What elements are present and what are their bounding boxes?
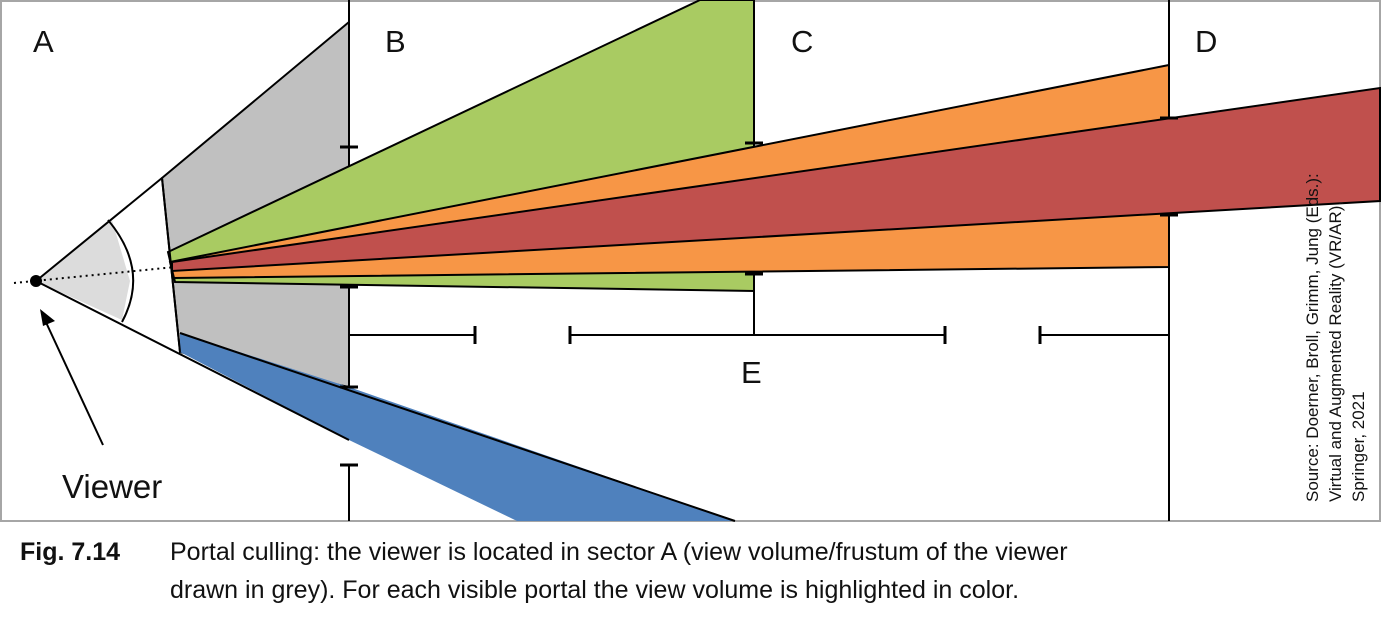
near-plane — [161, 177, 181, 353]
caption-line-2: drawn in grey). For each visible portal … — [170, 576, 1020, 604]
wall-e-portal-ticks — [473, 326, 1042, 344]
viewer-near-field — [36, 220, 130, 320]
sector-label-a: A — [33, 24, 54, 59]
viewer-point — [30, 275, 42, 287]
source-line-3: Springer, 2021 — [1349, 391, 1368, 502]
figure-caption: Fig. 7.14 Portal culling: the viewer is … — [20, 533, 1350, 609]
sector-label-b: B — [385, 24, 406, 59]
frustum-edge-top — [35, 177, 163, 282]
viewer-fov-arc — [107, 219, 135, 323]
viewer-arrow-head — [40, 309, 55, 326]
viewer-label: Viewer — [62, 468, 162, 505]
source-line-2: Virtual and Augmented Reality (VR/AR), — [1326, 201, 1345, 502]
frustum-edge-bottom — [35, 280, 350, 441]
source-line-1: Source: Doerner, Broll, Grimm, Jung (Eds… — [1303, 173, 1322, 502]
caption-text: Portal culling: the viewer is located in… — [170, 533, 1350, 609]
source-credit: Source: Doerner, Broll, Grimm, Jung (Eds… — [1303, 173, 1368, 502]
caption-line-1: Portal culling: the viewer is located in… — [170, 538, 1068, 566]
portal-interval-label-e: E — [741, 355, 762, 390]
viewer-arrow-shaft — [43, 317, 104, 446]
sector-label-d: D — [1195, 24, 1217, 59]
portal-volume-lower-edge — [179, 332, 736, 522]
sector-label-c: C — [791, 24, 813, 59]
portal-culling-diagram: A B C D E Viewer Source: Doerner, Broll,… — [0, 0, 1381, 522]
figure-number: Fig. 7.14 — [20, 538, 121, 566]
portal-ticks — [340, 116, 1178, 467]
